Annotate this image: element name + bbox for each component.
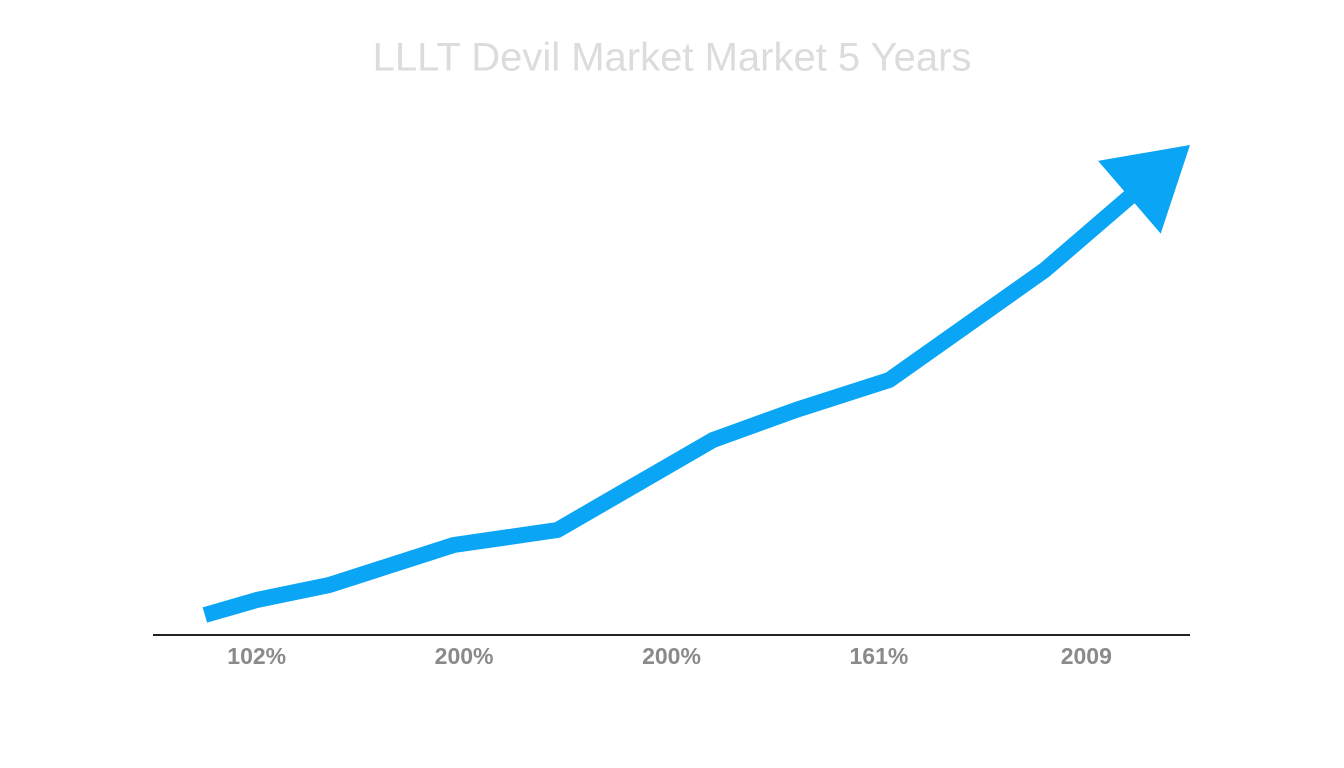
x-tick-label: 102%	[227, 643, 286, 669]
x-tick-label: 161%	[849, 643, 908, 669]
arrow-head	[1098, 145, 1190, 234]
chart-title: LLLT Devil Market Market 5 Years	[373, 36, 972, 80]
x-tick-label: 200%	[435, 643, 494, 669]
line	[202, 184, 1143, 623]
x-tick-label: 2009	[1061, 643, 1112, 669]
x-tick-label: 200%	[642, 643, 701, 669]
